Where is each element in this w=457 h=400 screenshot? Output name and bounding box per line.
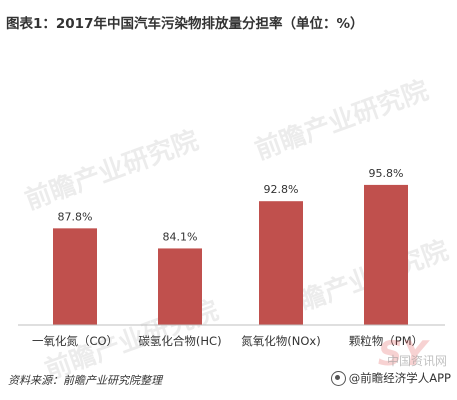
data-label-0: 87.8% [58, 210, 93, 223]
site-watermark: SY [377, 334, 427, 374]
bar-3 [364, 184, 408, 325]
app-logo-icon [330, 370, 346, 386]
category-label-0: 一氧化氮（CO） [32, 334, 118, 348]
data-label-3: 95.8% [369, 167, 404, 180]
credit-text: @前瞻经济学人APP [348, 371, 451, 385]
category-label-3: 颗粒物（PM） [349, 334, 423, 348]
source-note: 资料来源：前瞻产业研究院整理 [8, 374, 162, 387]
labels-layer: 87.8% 一氧化氮（CO） 84.1% 碳氢化合物(HC) 92.8% 氮氧化物(NOx… [32, 167, 423, 348]
category-label-2: 氮氧化物(NOx) [241, 334, 320, 348]
chart-title: 图表1：2017年中国汽车污染物排放量分担率（单位：%） [6, 16, 364, 32]
credit: @前瞻经济学人APP [330, 370, 451, 386]
bars-layer [53, 184, 408, 325]
data-label-1: 84.1% [163, 230, 198, 243]
bar-0 [53, 228, 97, 325]
bar-2 [259, 201, 303, 325]
bar-1 [158, 248, 202, 325]
site-watermark-text: 中国资讯网 [386, 354, 447, 368]
category-label-1: 碳氢化合物(HC) [138, 334, 221, 348]
data-label-2: 92.8% [264, 183, 299, 196]
